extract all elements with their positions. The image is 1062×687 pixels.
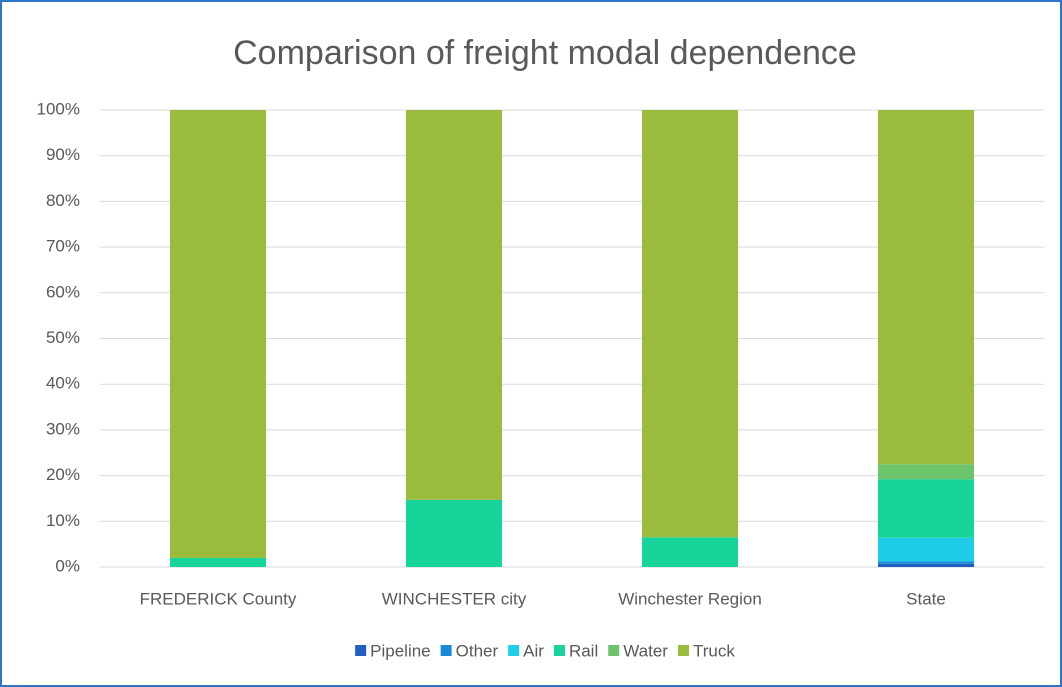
- bar-segment: [642, 110, 738, 538]
- bar-segment: [406, 499, 502, 567]
- y-tick-label: 80%: [46, 191, 80, 210]
- legend-swatch: [440, 645, 452, 656]
- bar-segment: [642, 537, 738, 567]
- y-tick-label: 0%: [55, 556, 80, 575]
- x-tick-label: FREDERICK County: [140, 589, 297, 608]
- y-tick-label: 40%: [46, 374, 80, 393]
- legend-swatch: [355, 645, 367, 656]
- x-tick-label: WINCHESTER city: [382, 589, 527, 608]
- chart-title: Comparison of freight modal dependence: [233, 34, 857, 72]
- y-tick-label: 10%: [46, 511, 80, 530]
- y-tick-label: 60%: [46, 282, 80, 301]
- x-tick-label: Winchester Region: [618, 589, 762, 608]
- legend-label: Air: [523, 641, 544, 660]
- legend-swatch: [608, 645, 620, 656]
- legend-swatch: [508, 645, 520, 656]
- legend-label: Pipeline: [370, 641, 431, 660]
- y-tick-label: 100%: [37, 99, 80, 118]
- bar-segment: [878, 561, 974, 564]
- y-tick-label: 50%: [46, 328, 80, 347]
- legend-swatch: [677, 645, 689, 656]
- y-tick-label: 70%: [46, 237, 80, 256]
- bar-segment: [878, 537, 974, 562]
- bar-segment: [878, 479, 974, 538]
- legend-label: Water: [623, 641, 668, 660]
- x-tick-label: State: [906, 589, 946, 608]
- legend-label: Rail: [569, 641, 598, 660]
- bar-segment: [878, 563, 974, 567]
- bar-segment: [170, 110, 266, 558]
- legend-swatch: [553, 645, 565, 656]
- bar-segment: [170, 557, 266, 567]
- legend-label: Truck: [693, 641, 735, 660]
- bar-segment: [878, 110, 974, 465]
- bar-segment: [406, 110, 502, 500]
- y-tick-label: 30%: [46, 419, 80, 438]
- y-tick-label: 90%: [46, 145, 80, 164]
- legend-label: Other: [456, 641, 499, 660]
- y-tick-label: 20%: [46, 465, 80, 484]
- bar-segment: [878, 464, 974, 480]
